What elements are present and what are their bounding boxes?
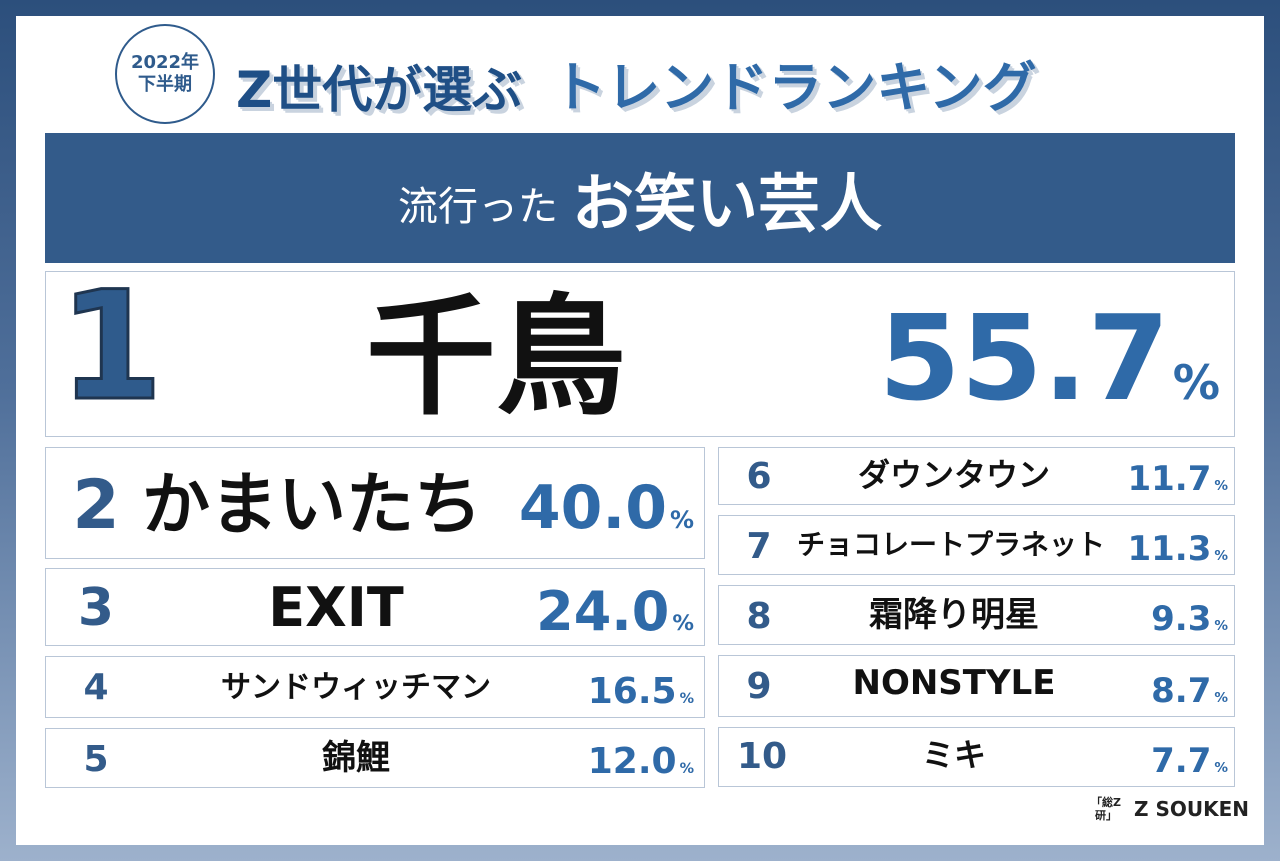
period-badge: 2022年 下半期: [115, 24, 215, 124]
rank-row-1: 1 千鳥 55.7%: [45, 261, 1235, 437]
rank-number: 3: [77, 578, 115, 638]
banner-main: お笑い芸人: [571, 167, 882, 240]
percentage: 8.7%: [1151, 671, 1228, 711]
entertainer-name: かまいたち: [142, 466, 483, 545]
rank-number: 8: [746, 596, 772, 637]
entertainer-name: EXIT: [268, 576, 404, 639]
logo-mark: 「総Z 研」: [1091, 796, 1121, 822]
entertainer-name: ミキ: [921, 736, 986, 774]
percentage: 12.0%: [587, 741, 694, 782]
rank-number: 9: [746, 666, 772, 707]
rank-row-8: 8 霜降り明星 9.3%: [718, 585, 1235, 645]
badge-year: 2022年: [130, 52, 200, 73]
rank-row-10: 10 ミキ 7.7%: [718, 727, 1235, 787]
rank-row-6: 6 ダウンタウン 11.7%: [718, 447, 1235, 505]
rank-number: 2: [72, 466, 120, 545]
logo-text: Z SOUKEN: [1134, 797, 1250, 821]
entertainer-name: 錦鯉: [322, 738, 390, 778]
percentage: 40.0%: [518, 473, 694, 543]
entertainer-name: ダウンタウン: [857, 456, 1050, 494]
rank-number: 10: [736, 736, 788, 777]
rank-row-5: 5 錦鯉 12.0%: [45, 728, 705, 788]
entertainer-name: サンドウィッチマン: [221, 670, 491, 705]
percentage: 11.3%: [1127, 529, 1228, 569]
entertainer-name: チョコレートプラネット: [796, 528, 1105, 561]
badge-period: 下半期: [138, 74, 192, 95]
rank-number: 6: [746, 456, 772, 497]
zsouken-logo: 「総Z 研」 Z SOUKEN: [1086, 796, 1249, 822]
rank-row-9: 9 NONSTYLE 8.7%: [718, 655, 1235, 717]
entertainer-name: 千鳥: [365, 281, 626, 433]
entertainer-name: 霜降り明星: [869, 595, 1039, 635]
rank-row-3: 3 EXIT 24.0%: [45, 568, 705, 646]
percentage: 9.3%: [1151, 599, 1228, 639]
rank-number: 4: [83, 667, 109, 708]
percentage: 7.7%: [1151, 741, 1228, 781]
rank-number: 1: [57, 260, 164, 434]
rank-number: 5: [83, 739, 109, 780]
rank-number: 7: [746, 526, 772, 567]
percentage: 16.5%: [587, 671, 694, 712]
banner-prefix: 流行った: [397, 184, 558, 230]
percentage: 55.7%: [878, 289, 1220, 427]
title-part1: Z世代が選ぶ: [236, 61, 523, 119]
title-part2: トレンドランキング: [552, 56, 1037, 119]
percentage: 24.0%: [536, 580, 694, 643]
entertainer-name: NONSTYLE: [852, 663, 1056, 703]
rank-row-2: 2 かまいたち 40.0%: [45, 447, 705, 559]
rank-row-4: 4 サンドウィッチマン 16.5%: [45, 656, 705, 718]
percentage: 11.7%: [1127, 459, 1228, 499]
rank-row-7: 7 チョコレートプラネット 11.3%: [718, 515, 1235, 575]
category-banner: 流行った お笑い芸人: [45, 133, 1235, 263]
page-title: Z世代が選ぶ トレンドランキング: [236, 32, 1037, 122]
